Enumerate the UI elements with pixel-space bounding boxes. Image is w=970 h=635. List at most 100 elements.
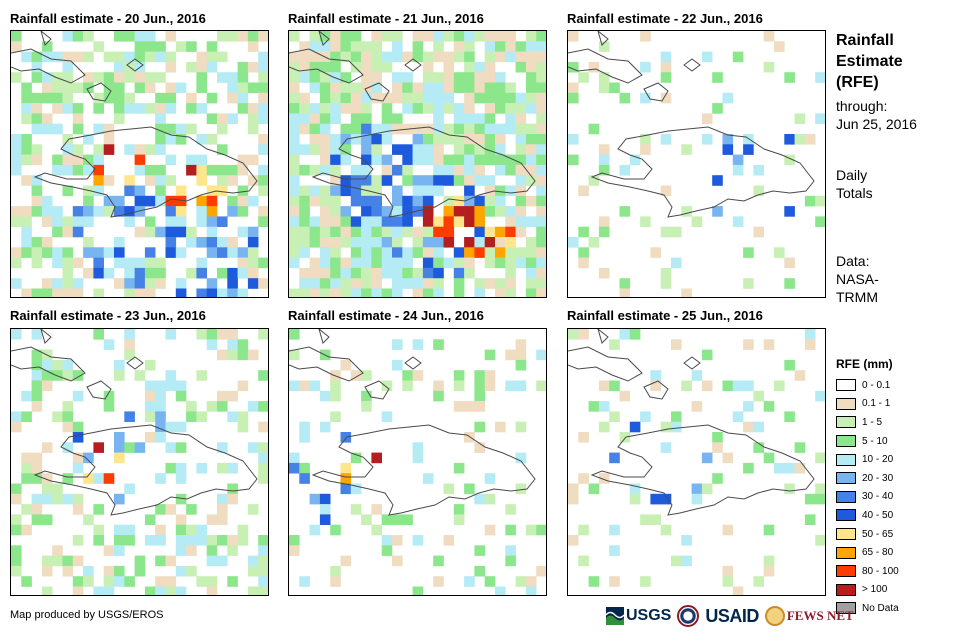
rainfall-cell [227,483,238,495]
rainfall-cell [340,359,352,371]
panel-title-jun-21: Rainfall estimate - 21 Jun., 2016 [288,11,484,26]
rainfall-cell [103,175,115,186]
rainfall-cell [536,31,546,42]
rainfall-cell [206,329,218,340]
rainfall-cell [103,82,115,94]
rainfall-cell [93,247,104,258]
rainfall-cell [619,329,631,340]
rainfall-cell [165,51,177,63]
rainfall-cell [794,370,806,381]
rainfall-cell [247,61,259,73]
rainfall-cell [93,92,104,104]
rainfall-cell [474,401,485,412]
rainfall-cell [52,103,63,114]
rainfall-cell [247,586,259,595]
rainfall-cell [525,586,537,595]
rainfall-cell [319,257,331,269]
rainfall-cell [784,359,795,371]
rainfall-cell [21,226,32,238]
rainfall-cell [93,72,104,83]
rainfall-cell [319,41,331,52]
rainfall-cell [330,41,341,52]
rainfall-cell [433,31,444,42]
rainfall-cell [227,462,238,474]
rainfall-cell [495,164,506,176]
rainfall-cell [815,493,825,505]
rainfall-cell [422,185,434,197]
rainfall-cell [155,524,166,536]
rainfall-cell [134,226,146,238]
rainfall-cell [319,144,331,155]
rainfall-cell [103,247,115,258]
rainfall-cell [52,216,63,227]
rainfall-cell [330,206,341,217]
rainfall-cell [31,288,43,297]
rainfall-cell [515,164,527,176]
legend-item: 65 - 80 [836,543,899,562]
rainfall-cell [217,51,228,63]
rainfall-cell [361,72,372,83]
rainfall-cell [144,103,156,114]
rainfall-cell [330,247,341,258]
rainfall-cell [196,164,207,176]
rainfall-cell [381,206,393,217]
coastline [590,424,815,516]
rainfall-cell [392,359,403,371]
rainfall-cell [722,380,734,392]
rainfall-cell [619,288,631,297]
rainfall-cell [319,421,331,433]
rainfall-cell [815,216,825,227]
rainfall-cell [515,123,527,135]
rainfall-cell [134,278,146,289]
rainfall-cell [422,278,434,289]
rainfall-cell [217,288,228,297]
rainfall-cell [474,164,485,176]
rainfall-cell [237,72,249,83]
rainfall-cell [330,82,341,94]
rainfall-cell [464,92,475,104]
rainfall-cell [114,82,125,94]
legend-label: 30 - 40 [862,491,894,503]
rainfall-cell [412,288,424,297]
rainfall-cell [52,545,63,556]
rainfall-cell [578,432,589,443]
rainfall-cell [433,555,444,567]
rainfall-cell [443,72,455,83]
rainfall-cell [72,51,84,63]
rainfall-cell [474,61,485,73]
rainfall-cell [93,329,104,340]
rainfall-cell [422,267,434,279]
rainfall-cell [227,339,238,350]
rainfall-cell [464,483,475,495]
rainfall-cell [412,103,424,114]
rainfall-cell [443,134,455,145]
rainfall-cell [464,82,475,94]
rainfall-cell [484,51,496,63]
rainfall-cell [763,401,775,412]
rainfall-cell [217,390,228,402]
rainfall-cell [598,154,610,166]
rainfall-cell [578,524,589,536]
rainfall-cell [701,380,713,392]
rainfall-cell [392,226,403,238]
rainfall-cell [299,576,310,587]
rainfall-cell [144,267,156,279]
rainfall-cell [72,288,84,297]
rainfall-cell [11,41,22,52]
rainfall-cell [258,144,268,155]
rainfall-cell [784,462,795,474]
rainfall-cell [402,195,413,207]
rainfall-cell [505,113,516,124]
rainfall-cell [217,462,228,474]
rainfall-cell [464,576,475,587]
rainfall-cell [330,576,341,587]
rainfall-cell [515,175,527,186]
rainfall-cell [175,195,187,207]
rainfall-cell [340,144,352,155]
rainfall-cell [196,329,207,340]
rainfall-cell [691,370,703,381]
rainfall-cell [196,535,207,546]
rainfall-cell [175,545,187,556]
rainfall-cell [309,524,321,536]
rainfall-cell [319,113,331,124]
